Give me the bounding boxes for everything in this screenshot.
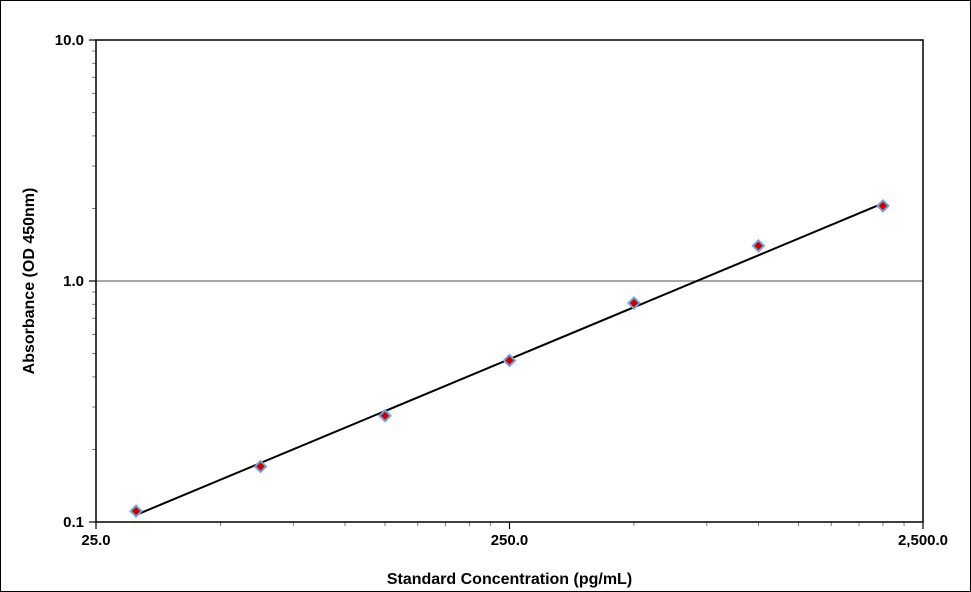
x-tick-label: 25.0 — [81, 532, 110, 549]
y-tick-label: 0.1 — [63, 514, 84, 531]
data-point — [627, 296, 641, 310]
data-point — [876, 198, 890, 213]
data-point — [502, 353, 517, 368]
marker-layer — [129, 198, 890, 518]
y-tick-label: 1.0 — [63, 273, 84, 290]
minor-ticks — [89, 39, 924, 529]
x-tick-label: 2,500.0 — [898, 532, 948, 549]
data-point — [378, 408, 392, 423]
data-point — [751, 238, 766, 253]
data-point — [253, 459, 268, 474]
data-point — [129, 504, 143, 518]
plot-area — [95, 39, 924, 523]
y-axis-title: Absorbance (OD 450nm) — [21, 188, 38, 375]
y-tick-label: 10.0 — [55, 32, 84, 49]
x-tick-label: 250.0 — [491, 532, 529, 549]
x-axis-title: Standard Concentration (pg/mL) — [387, 571, 632, 588]
label-layer: 0.1 1.0 10.0 25.0 250.0 2,500.0 — [55, 32, 948, 549]
